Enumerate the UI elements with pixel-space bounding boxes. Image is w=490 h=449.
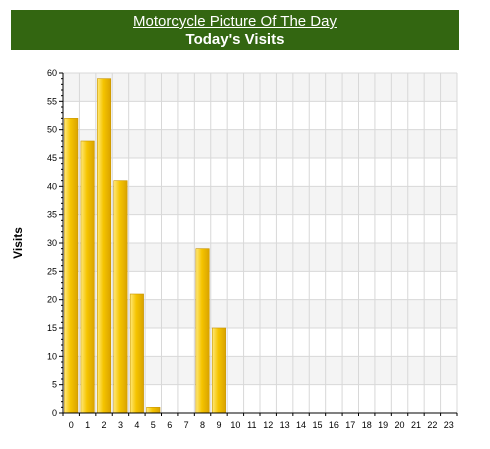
y-tick-label: 40 [47, 181, 57, 191]
x-tick-label: 17 [345, 420, 355, 430]
x-tick-label: 16 [329, 420, 339, 430]
x-tick-label: 7 [184, 420, 189, 430]
chart-header: Motorcycle Picture Of The Day Today's Vi… [11, 10, 459, 50]
x-tick-label: 21 [411, 420, 421, 430]
y-tick-label: 20 [47, 295, 57, 305]
x-tick-label: 19 [378, 420, 388, 430]
y-tick-label: 10 [47, 351, 57, 361]
bar-hour-0 [64, 118, 79, 414]
y-tick-label: 0 [52, 408, 57, 418]
x-tick-label: 22 [427, 420, 437, 430]
bar-hour-9 [211, 327, 226, 414]
y-tick-label: 25 [47, 266, 57, 276]
y-tick-label: 30 [47, 238, 57, 248]
y-tick-label: 5 [52, 380, 57, 390]
x-tick-label: 10 [230, 420, 240, 430]
x-tick-label: 13 [280, 420, 290, 430]
x-tick-label: 12 [263, 420, 273, 430]
x-tick-label: 5 [151, 420, 156, 430]
y-tick-label: 35 [47, 210, 57, 220]
y-axis-label: Visits [11, 227, 25, 259]
bar-hour-3 [113, 180, 128, 414]
bar-hour-4 [129, 293, 144, 414]
y-tick-label: 50 [47, 125, 57, 135]
bar-hour-5 [146, 407, 161, 414]
x-tick-label: 1 [85, 420, 90, 430]
y-tick-label: 15 [47, 323, 57, 333]
x-tick-label: 4 [134, 420, 139, 430]
bar-hour-8 [195, 248, 210, 414]
bar-hour-1 [80, 140, 95, 414]
x-tick-label: 3 [118, 420, 123, 430]
page-title: Today's Visits [185, 31, 285, 48]
x-tick-label: 0 [69, 420, 74, 430]
x-tick-label: 14 [296, 420, 306, 430]
x-tick-label: 8 [200, 420, 205, 430]
x-tick-label: 18 [362, 420, 372, 430]
bars [64, 78, 226, 414]
x-tick-label: 11 [247, 420, 256, 430]
y-tick-label: 45 [47, 153, 57, 163]
y-tick-labels: 0 5 10 15 20 25 30 35 40 45 50 55 60 [47, 68, 57, 418]
bar-hour-2 [97, 78, 112, 414]
x-tick-label: 20 [395, 420, 405, 430]
x-tick-label: 15 [312, 420, 322, 430]
y-tick-label: 55 [47, 96, 57, 106]
y-tick-label: 60 [47, 68, 57, 78]
x-tick-label: 23 [444, 420, 454, 430]
axes [59, 72, 458, 416]
site-title-link[interactable]: Motorcycle Picture Of The Day [133, 13, 337, 30]
x-tick-labels: 0 1 2 3 4 5 6 7 8 9 10 11 12 13 14 15 16 17 18 19 20 21 22 23 [69, 420, 454, 430]
x-tick-label: 6 [167, 420, 172, 430]
x-tick-label: 2 [102, 420, 107, 430]
x-tick-label: 9 [216, 420, 221, 430]
